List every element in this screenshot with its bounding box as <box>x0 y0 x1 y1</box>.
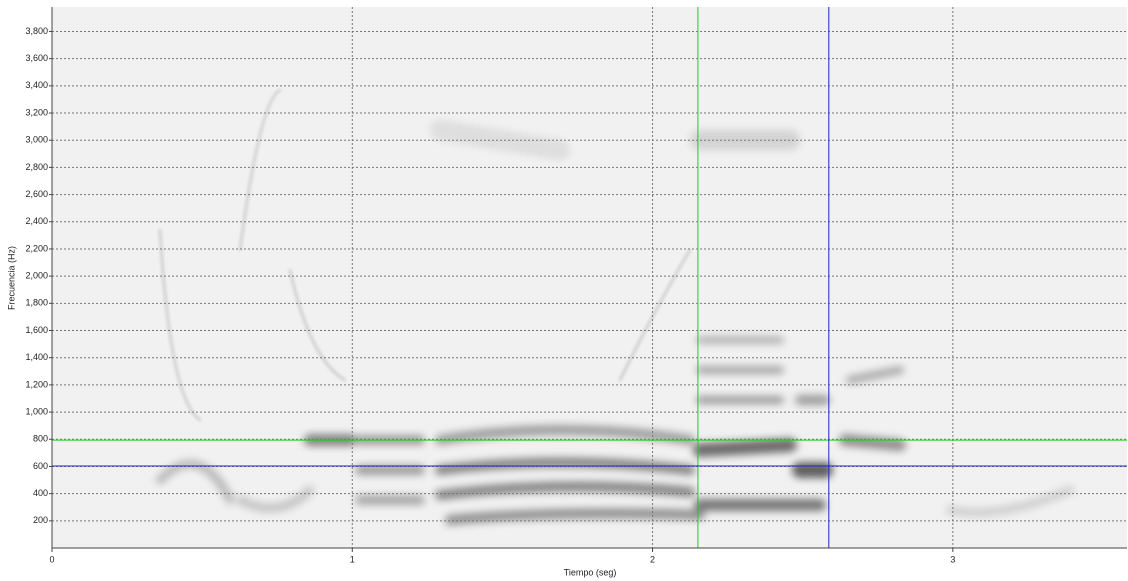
page: Tiempo (seg) Frecuencia (Hz) 200 400 600 80… <box>0 0 1128 581</box>
y-tick-label: 1,600 <box>25 325 48 335</box>
y-tick-label: 3,600 <box>25 53 48 63</box>
y-tick-label: 3,400 <box>25 80 48 90</box>
y-tick-label: 1,400 <box>25 352 48 362</box>
y-tick-label: 2,000 <box>25 271 48 281</box>
y-tick-label: 1,200 <box>25 379 48 389</box>
x-axis-label: Tiempo (seg) <box>564 567 617 577</box>
y-tick-label: 2,600 <box>25 189 48 199</box>
y-axis-label: Frecuencia (Hz) <box>6 246 16 310</box>
x-tick-label: 0 <box>49 554 54 564</box>
x-tick-label: 1 <box>350 554 355 564</box>
y-tick-label: 400 <box>33 488 48 498</box>
y-tick-label: 2,800 <box>25 162 48 172</box>
y-tick-label: 3,800 <box>25 26 48 36</box>
y-tick-label: 3,200 <box>25 107 48 117</box>
y-tick-label: 3,000 <box>25 135 48 145</box>
y-tick-label: 200 <box>33 515 48 525</box>
y-tick-label: 800 <box>33 434 48 444</box>
y-tick-label: 2,200 <box>25 243 48 253</box>
x-tick-label: 2 <box>650 554 655 564</box>
y-tick-label: 600 <box>33 461 48 471</box>
y-tick-label: 2,400 <box>25 216 48 226</box>
y-tick-label: 1,800 <box>25 298 48 308</box>
chart: Tiempo (seg) Frecuencia (Hz) 200 400 600 80… <box>0 0 1128 581</box>
x-tick-label: 3 <box>950 554 955 564</box>
y-tick-label: 1,000 <box>25 406 48 416</box>
